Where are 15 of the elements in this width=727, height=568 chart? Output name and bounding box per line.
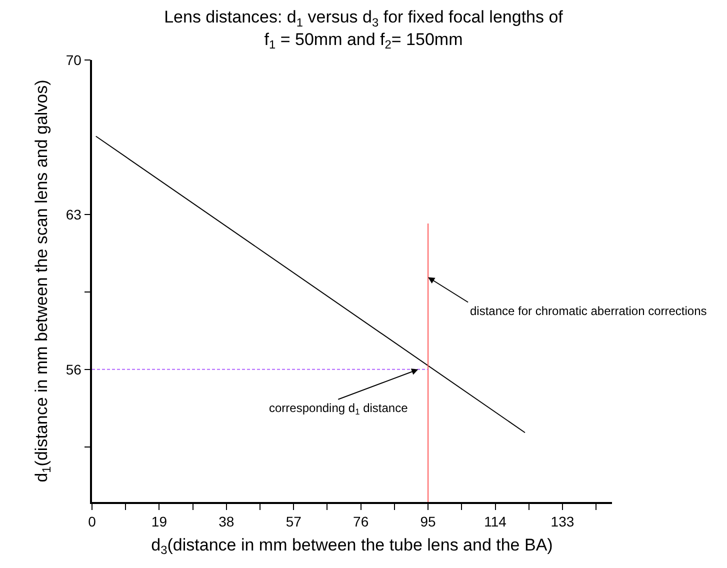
x-tick-label: 114: [484, 514, 507, 530]
x-tick-label: 57: [286, 514, 302, 530]
chart-title: Lens distances: d$_{1}$ versus d$_{3}$ for fixed focal lengths of f$_{1}$ = 50mm and f$_{2}$= 150mm: [164, 8, 563, 52]
x-axis-title: d$_{3}$(distance in mm between the tube lens and the BA): [151, 535, 553, 558]
x-tick-label: 76: [353, 514, 369, 530]
annotation: distance for chromatic aberration corrections: [470, 304, 707, 318]
x-tick-label: 19: [151, 514, 168, 530]
x-tick-label: 0: [88, 514, 96, 530]
y-tick-label: 63: [66, 206, 82, 223]
x-tick-label: 38: [218, 514, 234, 530]
y-tick-label: 70: [66, 52, 82, 68]
annotation: corresponding d$_{1}$ distance: [269, 401, 408, 417]
x-tick-label: 133: [550, 514, 574, 530]
y-tick-label: 56: [66, 361, 82, 378]
x-tick-label: 95: [420, 514, 436, 530]
